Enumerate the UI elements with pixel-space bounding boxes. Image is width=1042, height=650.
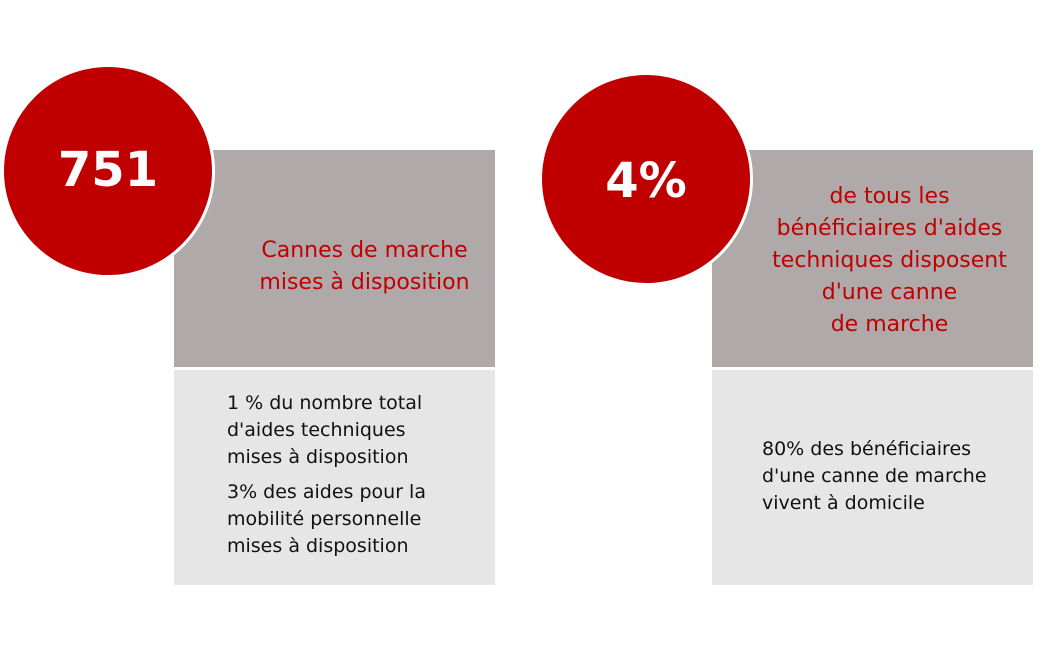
right-stat-circle: 4%	[539, 72, 753, 286]
right-detail-line: d'une canne de marche	[762, 465, 987, 487]
right-headline-line: d'une canne	[821, 279, 958, 305]
right-stat-number: 4%	[605, 153, 687, 209]
right-detail-line: vivent à domicile	[762, 492, 925, 514]
right-headline-line: bénéficiaires d'aides	[776, 215, 1003, 241]
left-detail-line: mobilité personnelle	[227, 508, 422, 530]
left-stat-number: 751	[57, 142, 159, 198]
left-detail-line: mises à disposition	[227, 535, 409, 557]
right-headline-panel: de tous les bénéficiaires d'aides techni…	[712, 150, 1033, 367]
left-detail-block: 3% des aides pour la mobilité personnell…	[227, 479, 495, 560]
right-headline-line: de marche	[830, 311, 949, 337]
right-headline-line: techniques disposent	[772, 247, 1007, 273]
left-headline-line: Cannes de marche	[261, 237, 468, 263]
right-headline-line: de tous les	[829, 183, 950, 209]
right-detail-block: 80% des bénéficiaires d'une canne de mar…	[762, 436, 1033, 517]
left-detail-line: mises à disposition	[227, 446, 409, 468]
right-details-panel: 80% des bénéficiaires d'une canne de mar…	[712, 370, 1033, 585]
right-detail-line: 80% des bénéficiaires	[762, 438, 972, 460]
left-detail-line: 1 % du nombre total	[227, 392, 423, 414]
left-stat-circle: 751	[1, 64, 215, 278]
left-details-panel: 1 % du nombre total d'aides techniques m…	[174, 370, 495, 585]
left-detail-line: 3% des aides pour la	[227, 481, 426, 503]
left-headline-line: mises à disposition	[259, 269, 470, 295]
left-headline-panel: Cannes de marche mises à disposition	[174, 150, 495, 367]
left-detail-block: 1 % du nombre total d'aides techniques m…	[227, 390, 495, 471]
left-detail-line: d'aides techniques	[227, 419, 406, 441]
